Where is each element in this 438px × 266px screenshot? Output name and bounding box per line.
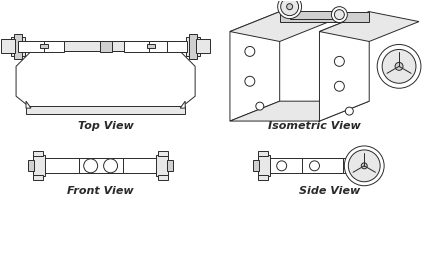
Polygon shape [230,12,328,41]
Bar [40,44,48,48]
Bar [196,39,209,53]
Bar [1,39,15,53]
Bar [33,151,43,156]
Polygon shape [230,101,368,121]
Circle shape [103,159,117,173]
Bar [33,155,45,176]
Circle shape [255,102,263,110]
Bar [167,41,187,52]
Bar [189,34,197,59]
Polygon shape [16,51,194,108]
Bar [123,41,149,52]
Bar [33,175,43,180]
Bar [18,41,44,52]
Circle shape [345,107,353,115]
Circle shape [394,62,402,70]
Bar [289,11,343,19]
Circle shape [360,163,367,169]
Text: Isometric View: Isometric View [268,121,360,131]
Bar [11,36,25,56]
Circle shape [334,81,343,91]
Polygon shape [319,12,368,121]
Polygon shape [26,101,31,108]
Bar [28,160,34,171]
Circle shape [286,4,292,10]
Bar [36,41,175,51]
Circle shape [84,159,97,173]
Circle shape [276,161,286,171]
Polygon shape [319,12,418,41]
Bar [167,160,173,171]
Text: Top View: Top View [78,121,133,131]
Circle shape [334,10,343,20]
Bar [257,175,267,180]
Bar [43,158,158,173]
Polygon shape [230,12,279,121]
Circle shape [244,76,254,86]
Circle shape [331,7,346,23]
Bar [44,41,64,52]
Bar [14,34,22,59]
Circle shape [280,0,298,16]
Circle shape [277,0,301,19]
Bar [158,175,168,180]
Text: Side View: Side View [298,186,359,196]
Circle shape [381,49,415,83]
Circle shape [334,56,343,66]
Circle shape [244,47,254,56]
Bar [147,41,173,52]
Circle shape [343,146,383,186]
Circle shape [376,44,420,88]
Bar [267,158,354,173]
Bar [26,106,185,114]
Bar [343,158,364,173]
Bar [156,155,168,176]
Bar [186,36,200,56]
Circle shape [309,161,319,171]
Polygon shape [180,101,185,108]
Polygon shape [279,12,368,22]
Bar [147,44,155,48]
Bar [99,41,111,52]
Circle shape [347,150,379,182]
Text: Front View: Front View [67,186,134,196]
Bar [257,155,269,176]
Bar [158,151,168,156]
Bar [257,151,267,156]
Bar [252,160,258,171]
